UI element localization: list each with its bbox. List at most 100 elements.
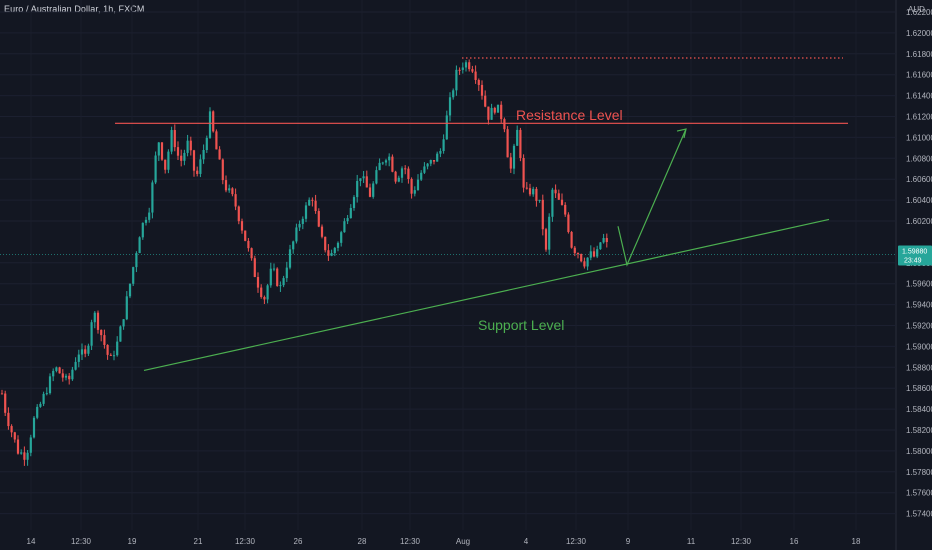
candle-body [247, 240, 250, 249]
candle-body [36, 406, 39, 418]
x-tick-label: 12:30 [400, 537, 421, 546]
support-level-line[interactable] [143, 218, 830, 372]
candle-body [583, 261, 586, 267]
x-tick-label: 14 [27, 537, 36, 546]
candle-body [132, 267, 135, 284]
candle-body [45, 393, 48, 395]
candle-body [317, 211, 320, 227]
candle-body [324, 236, 327, 251]
candle-body [474, 71, 477, 80]
candle-body [295, 227, 298, 242]
candle-body [596, 249, 599, 257]
candle-body [288, 249, 292, 268]
candle-body [74, 361, 77, 370]
price-axis[interactable]: AUD 1.62200 1.62000 1.61800 1.61600 1.61400 1… [906, 5, 932, 519]
candle-body [602, 238, 605, 243]
candle-body [509, 157, 512, 169]
candle-body [48, 376, 52, 394]
candle-body [340, 232, 343, 243]
candle-body [173, 130, 176, 148]
candle-body [109, 354, 112, 356]
candle-body [599, 242, 602, 250]
candle-body [276, 268, 279, 286]
y-tick-label: 1.57600 [906, 489, 932, 498]
candle-body [26, 452, 29, 460]
candle-body [157, 142, 160, 156]
candle-body [349, 208, 352, 219]
candle-body [202, 150, 205, 160]
candle-body [13, 432, 16, 440]
candle-body [343, 221, 346, 233]
candle-body [378, 162, 381, 171]
candle-body [308, 199, 311, 206]
current-price-value: 1.59880 [902, 248, 927, 255]
candle-body [39, 403, 42, 407]
x-tick-label: 4 [524, 537, 529, 546]
candle-body [4, 393, 7, 413]
candle-body [250, 248, 253, 259]
candles-layer [0, 59, 608, 466]
candle-body [218, 149, 221, 160]
candle-body [458, 69, 461, 71]
candle-body [282, 278, 285, 286]
candle-body [586, 257, 589, 267]
candle-body [391, 156, 394, 172]
candle-body [192, 150, 196, 171]
candle-body [183, 152, 186, 161]
candle-body [490, 107, 493, 120]
candle-body [138, 237, 141, 254]
time-axis[interactable]: 14 12:30 19 21 12:30 26 28 12:30 Aug 4 12:30 9 11 12:… [27, 537, 861, 546]
candle-body [516, 129, 519, 146]
candle-body [221, 159, 224, 181]
candle-body [384, 160, 388, 163]
candle-body [215, 131, 218, 150]
candle-body [199, 159, 202, 174]
candle-body [356, 180, 359, 198]
candle-body [535, 188, 538, 201]
y-tick-label: 1.60600 [906, 175, 932, 184]
candle-body [442, 139, 445, 152]
candle-body [189, 140, 192, 151]
candle-body [452, 90, 455, 98]
y-tick-label: 1.61800 [906, 50, 932, 59]
candle-body [487, 106, 490, 120]
y-tick-label: 1.61000 [906, 133, 932, 142]
candle-body [455, 69, 458, 91]
candle-body [423, 166, 426, 173]
candle-body [464, 62, 468, 68]
candle-body [80, 349, 84, 355]
current-price-tag: 1.59880 23:49 [898, 245, 932, 266]
candle-body [32, 417, 36, 438]
candle-body [580, 254, 583, 262]
candle-body [234, 194, 237, 207]
candle-body [346, 218, 349, 222]
candle-body [410, 178, 413, 194]
candle-body [96, 312, 100, 330]
candle-body [532, 188, 535, 195]
candle-body [301, 218, 304, 224]
candle-body [144, 219, 148, 223]
candle-body [160, 142, 164, 160]
candle-body [372, 183, 375, 197]
x-tick-label: 21 [194, 537, 203, 546]
candle-body [362, 176, 365, 179]
candle-body [461, 67, 464, 70]
x-tick-label: 18 [852, 537, 861, 546]
candle-body [352, 197, 356, 209]
candle-body [55, 367, 58, 371]
candle-body [468, 62, 471, 70]
candle-body [573, 247, 576, 254]
candle-body [112, 355, 116, 357]
candle-body [445, 115, 448, 140]
candle-body [429, 160, 432, 164]
candle-body [519, 129, 522, 158]
projection-path[interactable] [617, 128, 687, 267]
x-tick-label: 16 [790, 537, 799, 546]
candle-body [196, 170, 199, 174]
candle-body [413, 190, 416, 194]
arrow-head-icon [676, 128, 687, 139]
candle-body [29, 437, 32, 453]
candle-body [436, 153, 439, 162]
x-tick-label: 9 [626, 537, 631, 546]
